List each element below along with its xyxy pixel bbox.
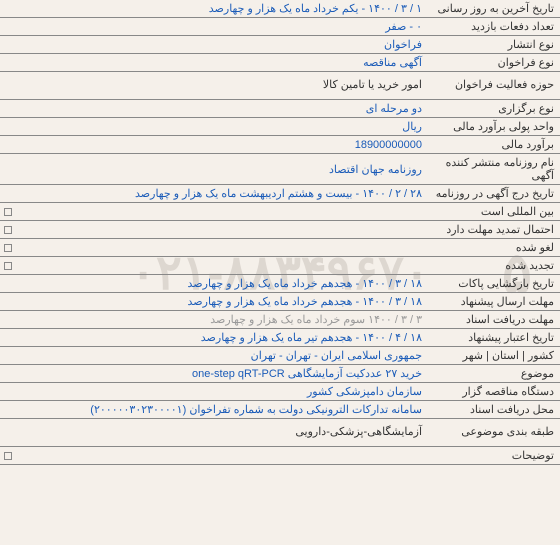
row-label: تاریخ درج آگهی در روزنامه [428, 185, 560, 203]
row-label: بین المللی است [428, 203, 560, 221]
row-value [0, 447, 428, 465]
table-row: نوع برگزاریدو مرحله ای [0, 100, 560, 118]
table-row: محل دریافت اسنادسامانه تدارکات الترونیکی… [0, 401, 560, 419]
table-row: تاریخ بازگشایی پاکات۱۸ / ۳ / ۱۴۰۰ - هجده… [0, 275, 560, 293]
row-label: طبقه بندی موضوعی [428, 419, 560, 447]
row-value: روزنامه جهان اقتصاد [0, 154, 428, 185]
row-value: ۳ / ۳ / ۱۴۰۰ سوم خرداد ماه یک هزار و چها… [0, 311, 428, 329]
row-label: تاریخ بازگشایی پاکات [428, 275, 560, 293]
table-row: طبقه بندی موضوعیآزمایشگاهی-پزشکی-دارویی [0, 419, 560, 447]
table-row: کشور | استان | شهرجمهوری اسلامی ایران - … [0, 347, 560, 365]
row-value: آگهی مناقصه [0, 54, 428, 72]
row-value: جمهوری اسلامی ایران - تهران - تهران [0, 347, 428, 365]
table-row: حوزه فعالیت فراخوانامور خرید یا تامین کا… [0, 72, 560, 100]
row-label: کشور | استان | شهر [428, 347, 560, 365]
row-label: دستگاه مناقصه گزار [428, 383, 560, 401]
table-row: تعداد دفعات بازدید۰ - صفر [0, 18, 560, 36]
row-value [0, 221, 428, 239]
row-value: ۱ / ۳ / ۱۴۰۰ - یکم خرداد ماه یک هزار و چ… [0, 0, 428, 18]
row-label: نوع انتشار [428, 36, 560, 54]
table-row: احتمال تمدید مهلت دارد [0, 221, 560, 239]
row-label: تعداد دفعات بازدید [428, 18, 560, 36]
row-value [0, 239, 428, 257]
row-label: لغو شده [428, 239, 560, 257]
checkbox-icon [4, 226, 12, 234]
row-value: ۲۸ / ۲ / ۱۴۰۰ - بیست و هشتم اردیبهشت ماه… [0, 185, 428, 203]
row-label: نوع فراخوان [428, 54, 560, 72]
table-row: مهلت ارسال پیشنهاد۱۸ / ۳ / ۱۴۰۰ - هجدهم … [0, 293, 560, 311]
table-row: تاریخ درج آگهی در روزنامه۲۸ / ۲ / ۱۴۰۰ -… [0, 185, 560, 203]
row-label: تاریخ اعتبار پیشنهاد [428, 329, 560, 347]
table-row: تاریخ اعتبار پیشنهاد۱۸ / ۴ / ۱۴۰۰ - هجده… [0, 329, 560, 347]
checkbox-icon [4, 452, 12, 460]
row-value: ۱۸ / ۳ / ۱۴۰۰ - هجدهم خرداد ماه یک هزار … [0, 275, 428, 293]
row-value: سامانه تدارکات الترونیکی دولت به شماره ت… [0, 401, 428, 419]
row-value: فراخوان [0, 36, 428, 54]
table-row: بین المللی است [0, 203, 560, 221]
table-row: تجدید شده [0, 257, 560, 275]
row-label: تاریخ آخرین به روز رسانی [428, 0, 560, 18]
row-value: امور خرید یا تامین کالا [0, 72, 428, 100]
checkbox-icon [4, 262, 12, 270]
row-label: محل دریافت اسناد [428, 401, 560, 419]
table-row: توضیحات [0, 447, 560, 465]
row-label: تجدید شده [428, 257, 560, 275]
row-value: آزمایشگاهی-پزشکی-دارویی [0, 419, 428, 447]
row-value [0, 257, 428, 275]
row-label: توضیحات [428, 447, 560, 465]
table-row: دستگاه مناقصه گزارسازمان دامپزشکی کشور [0, 383, 560, 401]
row-label: نام روزنامه منتشر کننده آگهی [428, 154, 560, 185]
table-row: واحد پولی برآورد مالیریال [0, 118, 560, 136]
table-row: مهلت دریافت اسناد۳ / ۳ / ۱۴۰۰ سوم خرداد … [0, 311, 560, 329]
row-label: حوزه فعالیت فراخوان [428, 72, 560, 100]
table-row: نام روزنامه منتشر کننده آگهیروزنامه جهان… [0, 154, 560, 185]
table-row: نوع فراخوانآگهی مناقصه [0, 54, 560, 72]
row-value: ۱۸ / ۴ / ۱۴۰۰ - هجدهم تیر ماه یک هزار و … [0, 329, 428, 347]
checkbox-icon [4, 208, 12, 216]
row-value: ۰ - صفر [0, 18, 428, 36]
row-label: برآورد مالی [428, 136, 560, 154]
row-label: احتمال تمدید مهلت دارد [428, 221, 560, 239]
row-value: ۱۸ / ۳ / ۱۴۰۰ - هجدهم خرداد ماه یک هزار … [0, 293, 428, 311]
row-value: خرید ۲۷ عددکیت آزمایشگاهی one-step qRT-P… [0, 365, 428, 383]
row-label: موضوع [428, 365, 560, 383]
row-label: واحد پولی برآورد مالی [428, 118, 560, 136]
row-value: 18900000000 [0, 136, 428, 154]
checkbox-icon [4, 244, 12, 252]
row-label: مهلت دریافت اسناد [428, 311, 560, 329]
table-row: موضوعخرید ۲۷ عددکیت آزمایشگاهی one-step … [0, 365, 560, 383]
bottom-spacer [0, 465, 560, 545]
row-value: سازمان دامپزشکی کشور [0, 383, 428, 401]
table-row: نوع انتشارفراخوان [0, 36, 560, 54]
row-value [0, 203, 428, 221]
row-value: ریال [0, 118, 428, 136]
row-value: دو مرحله ای [0, 100, 428, 118]
row-label: نوع برگزاری [428, 100, 560, 118]
table-row: لغو شده [0, 239, 560, 257]
details-table: تاریخ آخرین به روز رسانی۱ / ۳ / ۱۴۰۰ - ی… [0, 0, 560, 465]
row-label: مهلت ارسال پیشنهاد [428, 293, 560, 311]
table-row: برآورد مالی18900000000 [0, 136, 560, 154]
table-row: تاریخ آخرین به روز رسانی۱ / ۳ / ۱۴۰۰ - ی… [0, 0, 560, 18]
